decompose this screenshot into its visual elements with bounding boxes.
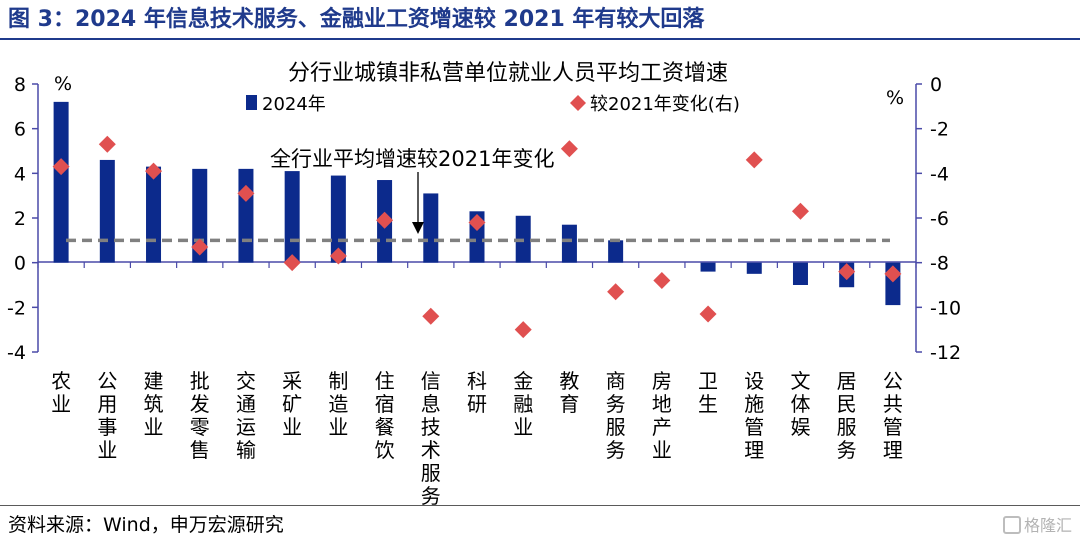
legend-diamond-swatch: [570, 95, 586, 111]
figure-title: 图 3：2024 年信息技术服务、金融业工资增速较 2021 年有较大回落: [8, 7, 705, 32]
legend-bar-label: 2024年: [262, 94, 326, 115]
left-tick-label: 2: [14, 208, 26, 230]
category-label: 信息技术服务: [421, 369, 441, 505]
bar-建筑业: [146, 166, 162, 263]
bar-农业: [53, 101, 69, 263]
marker-批发零售: [191, 238, 209, 256]
category-label: 公用事业: [97, 369, 117, 462]
reference-line-annotation: 全行业平均增速较2021年变化: [270, 147, 554, 171]
marker-制造业: [329, 247, 347, 265]
right-tick-label: -10: [930, 297, 961, 319]
bar-商务服务: [608, 240, 624, 263]
left-tick-label: -2: [7, 297, 26, 319]
category-label: 农业: [51, 369, 71, 416]
category-label: 文体娱: [790, 369, 810, 439]
category-label: 制造业: [328, 369, 348, 439]
bar-教育: [561, 224, 577, 263]
marker-交通运输: [237, 184, 255, 202]
category-label: 卫生: [698, 369, 718, 416]
watermark-text: 格隆汇: [1023, 516, 1072, 535]
right-axis-unit: %: [886, 87, 904, 109]
category-label: 住宿餐饮: [375, 369, 395, 462]
marker-建筑业: [145, 162, 163, 180]
marker-农业: [52, 158, 70, 176]
left-axis-unit: %: [54, 73, 72, 95]
right-tick-label: -4: [930, 163, 949, 185]
right-tick-label: 0: [930, 74, 942, 96]
left-tick-label: 6: [14, 119, 26, 141]
right-tick-label: -8: [930, 253, 949, 275]
marker-居民服务: [838, 263, 856, 281]
category-label: 采矿业: [282, 369, 302, 439]
left-tick-label: -4: [7, 342, 26, 364]
marker-公用事业: [98, 135, 116, 153]
marker-房地产业: [653, 272, 671, 290]
legend-bar-swatch: [246, 95, 257, 110]
marker-住宿餐饮: [376, 211, 394, 229]
category-label: 商务服务: [606, 369, 626, 462]
left-tick-label: 4: [14, 163, 26, 185]
bar-交通运输: [238, 168, 254, 263]
annotation-arrow-head: [412, 222, 424, 234]
right-tick-label: -2: [930, 119, 949, 141]
category-label: 建筑业: [144, 369, 164, 439]
bar-文体娱: [792, 262, 808, 285]
bar-设施管理: [746, 262, 762, 274]
left-tick-label: 0: [14, 253, 26, 275]
marker-公共管理: [884, 265, 902, 283]
marker-科研: [468, 213, 486, 231]
category-label: 交通运输: [236, 369, 256, 462]
category-label: 金融业: [513, 369, 533, 439]
marker-设施管理: [745, 151, 763, 169]
marker-金融业: [514, 321, 532, 339]
category-label: 科研: [467, 369, 487, 416]
wage-growth-chart: 分行业城镇非私营单位就业人员平均工资增速 2024年 较2021年变化(右) %…: [7, 61, 961, 505]
marker-商务服务: [607, 283, 625, 301]
category-label: 居民服务: [837, 369, 857, 462]
marker-卫生: [699, 305, 717, 323]
category-label: 批发零售: [190, 369, 210, 462]
footer-rule: [0, 505, 1080, 506]
category-label: 设施管理: [744, 369, 764, 462]
category-label: 房地产业: [652, 369, 672, 462]
bar-卫生: [700, 262, 716, 272]
source-note: 资料来源：Wind，申万宏源研究: [8, 514, 284, 536]
category-label: 公共管理: [883, 369, 903, 462]
right-tick-label: -6: [930, 208, 949, 230]
left-tick-label: 8: [14, 74, 26, 96]
marker-文体娱: [791, 202, 809, 220]
bar-公用事业: [99, 159, 115, 263]
bar-信息技术服务: [423, 193, 439, 263]
chart-title: 分行业城镇非私营单位就业人员平均工资增速: [288, 61, 728, 86]
right-tick-label: -12: [930, 342, 961, 364]
category-label: 教育: [559, 369, 579, 416]
legend-diamond-label: 较2021年变化(右): [590, 94, 740, 115]
watermark: 格隆汇: [1002, 515, 1072, 537]
marker-教育: [560, 140, 578, 158]
bar-采矿业: [284, 171, 300, 263]
title-underline: [0, 38, 1080, 40]
watermark-logo-icon: [1002, 516, 1021, 534]
marker-信息技术服务: [422, 307, 440, 325]
marker-采矿业: [283, 254, 301, 272]
